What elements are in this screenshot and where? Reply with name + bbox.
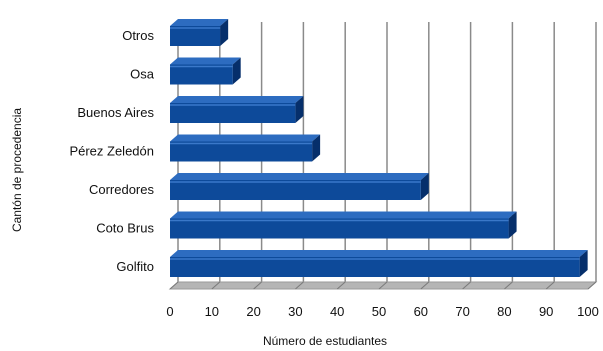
bar-end-face bbox=[220, 19, 229, 46]
floor-gridline bbox=[295, 281, 304, 290]
x-axis-title: Número de estudiantes bbox=[263, 334, 387, 348]
floor-gridline bbox=[420, 281, 430, 290]
floor-gridline bbox=[378, 281, 388, 290]
x-tick-label: 10 bbox=[205, 304, 219, 319]
category-label: Pérez Zeledón bbox=[69, 144, 154, 159]
y-axis-title: Cantón de procedencia bbox=[10, 108, 24, 232]
x-tick-label: 80 bbox=[497, 304, 511, 319]
x-tick-label: 90 bbox=[539, 304, 553, 319]
bar-front-face bbox=[170, 218, 509, 239]
bar bbox=[170, 96, 304, 123]
bar-front-face bbox=[170, 257, 580, 277]
floor-gridline bbox=[545, 281, 555, 290]
x-tick-label: 50 bbox=[372, 304, 386, 319]
bar-end-face bbox=[232, 57, 241, 85]
bar-top-face bbox=[170, 19, 229, 26]
bar-top-face bbox=[170, 134, 321, 142]
bar-top-face bbox=[170, 211, 517, 219]
x-tick-label: 0 bbox=[166, 304, 173, 319]
x-tick-label: 60 bbox=[414, 304, 428, 319]
category-label: Osa bbox=[130, 67, 155, 82]
category-label: Buenos Aires bbox=[77, 105, 154, 120]
bars bbox=[170, 19, 588, 277]
x-tick-label: 70 bbox=[455, 304, 469, 319]
category-label: Otros bbox=[122, 28, 154, 43]
bar bbox=[170, 250, 588, 277]
x-tick-label: 40 bbox=[330, 304, 344, 319]
bar-front-face bbox=[170, 180, 421, 200]
category-label: Corredores bbox=[89, 182, 155, 197]
bar-end-face bbox=[508, 211, 517, 239]
bar bbox=[170, 57, 241, 85]
floor-gridline bbox=[253, 281, 262, 290]
x-tick-label: 30 bbox=[288, 304, 302, 319]
bar-front-face bbox=[170, 64, 233, 85]
bar-top-face bbox=[170, 96, 304, 103]
floor-gridline bbox=[211, 281, 221, 290]
bar-top-face bbox=[170, 173, 429, 180]
bar-end-face bbox=[579, 250, 588, 277]
bar bbox=[170, 211, 517, 239]
bar-end-face bbox=[420, 173, 429, 200]
x-tick-labels: 0 10 20 30 40 50 60 70 80 90 100 bbox=[166, 304, 598, 319]
x-tick-label: 20 bbox=[246, 304, 260, 319]
bar-front-face bbox=[170, 103, 296, 123]
bar bbox=[170, 134, 321, 162]
bar-end-face bbox=[312, 134, 321, 162]
category-label: Coto Brus bbox=[96, 221, 154, 236]
floor-gridline bbox=[336, 281, 346, 290]
x-tick-label: 100 bbox=[577, 304, 599, 319]
floor-gridline bbox=[169, 281, 179, 290]
floor-gridline bbox=[504, 281, 513, 290]
bar-front-face bbox=[170, 26, 221, 46]
bar bbox=[170, 173, 429, 200]
bar-front-face bbox=[170, 141, 313, 162]
floor-gridline bbox=[462, 281, 471, 290]
bar-top-face bbox=[170, 250, 588, 257]
bar-end-face bbox=[295, 96, 304, 123]
bar bbox=[170, 19, 229, 46]
floor-gridline bbox=[587, 281, 597, 290]
category-label: Golfito bbox=[116, 259, 154, 274]
bar-top-face bbox=[170, 57, 241, 65]
chart-floor bbox=[168, 281, 598, 290]
category-labels: Otros Osa Buenos Aires Pérez Zeledón Corredo… bbox=[69, 28, 154, 274]
